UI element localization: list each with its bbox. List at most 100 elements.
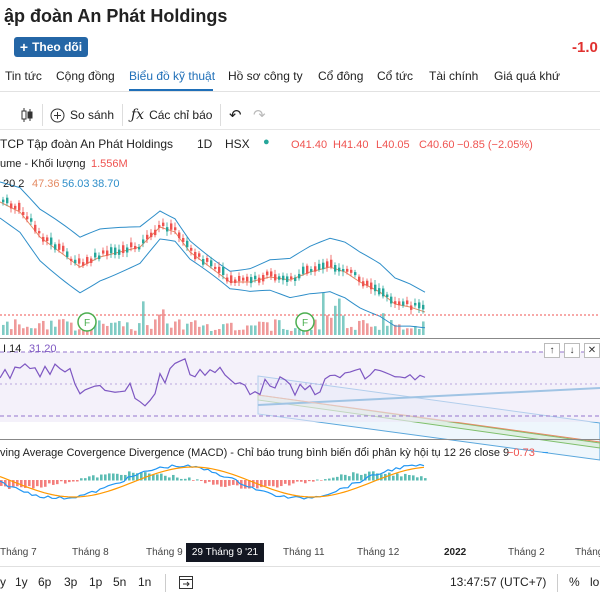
- close-pane-button[interactable]: ✕: [584, 343, 600, 358]
- tab-dividends[interactable]: Cổ tức: [377, 69, 414, 83]
- volume-bar: [322, 292, 325, 335]
- volume-bar: [118, 321, 121, 335]
- candle-body: [306, 265, 309, 274]
- volume-bar: [354, 329, 357, 335]
- macd-histogram-bar: [308, 480, 311, 482]
- macd-label: ving Average Covergence Divergence (MACD…: [0, 447, 510, 459]
- range-button[interactable]: 1y: [15, 575, 28, 589]
- volume-bar: [394, 324, 397, 335]
- macd-value: −0.73: [507, 447, 535, 459]
- candle-body: [354, 272, 357, 276]
- candle-body: [2, 199, 5, 203]
- candle-body: [342, 268, 345, 272]
- volume-bar: [230, 322, 233, 335]
- undo-button[interactable]: ↶: [229, 105, 242, 125]
- tab-company-profile[interactable]: Hồ sơ công ty: [228, 69, 303, 83]
- range-button[interactable]: 1p: [89, 575, 103, 589]
- macd-histogram-bar: [104, 474, 107, 481]
- volume-bar: [246, 325, 249, 335]
- move-pane-down-button[interactable]: ↓: [564, 343, 580, 358]
- volume-bar: [210, 330, 213, 335]
- macd-histogram-bar: [244, 480, 247, 489]
- macd-histogram-bar: [160, 473, 163, 481]
- candle-body: [74, 259, 77, 264]
- tab-price-history[interactable]: Giá quá khứ: [494, 69, 561, 83]
- candle-body: [210, 260, 213, 267]
- tab-community[interactable]: Cộng đồng: [56, 69, 115, 83]
- macd-histogram-bar: [48, 480, 51, 484]
- legend-symbol: TCP Tập đoàn An Phát Holdings: [0, 137, 174, 151]
- macd-histogram-bar: [212, 480, 215, 485]
- bottom-divider: [557, 574, 558, 592]
- candle-body: [398, 301, 401, 306]
- macd-histogram-bar: [232, 480, 235, 485]
- macd-histogram-bar: [108, 473, 111, 481]
- macd-histogram-bar: [184, 478, 187, 481]
- xaxis-label: Tháng 12: [357, 547, 400, 558]
- earnings-marker[interactable]: F: [77, 312, 97, 332]
- range-button[interactable]: 6p: [38, 575, 52, 589]
- candle-body: [378, 288, 381, 295]
- percent-scale-toggle[interactable]: %: [569, 575, 580, 589]
- range-button[interactable]: y: [0, 575, 6, 589]
- macd-histogram-bar: [280, 480, 283, 487]
- candle-style-button[interactable]: [20, 105, 34, 125]
- volume-bar: [386, 325, 389, 335]
- tab-news[interactable]: Tin tức: [5, 69, 42, 83]
- range-button[interactable]: 5n: [113, 575, 127, 589]
- range-button[interactable]: 1n: [138, 575, 152, 589]
- macd-histogram-bar: [72, 480, 75, 482]
- candle-body: [358, 276, 361, 282]
- volume-bar: [242, 329, 245, 335]
- pane-divider: [0, 439, 600, 440]
- macd-histogram-bar: [248, 480, 251, 489]
- xaxis-label: Tháng: [575, 547, 600, 558]
- macd-histogram-bar: [32, 480, 35, 489]
- xaxis-label: Tháng 2: [508, 547, 545, 558]
- candle-body: [34, 224, 37, 232]
- earnings-marker[interactable]: F: [295, 312, 315, 332]
- volume-bar: [58, 319, 61, 335]
- macd-line: [0, 463, 425, 500]
- function-icon: ƒx: [131, 107, 145, 123]
- candle-body: [130, 242, 133, 248]
- candle-body: [258, 277, 261, 283]
- tab-technical-chart[interactable]: Biểu đồ kỹ thuật: [129, 69, 216, 83]
- candle-body: [58, 243, 61, 250]
- volume-bar: [166, 323, 169, 335]
- volume-bar: [34, 328, 37, 335]
- tab-shareholders[interactable]: Cổ đông: [318, 69, 364, 83]
- candle-body: [142, 239, 145, 244]
- candle-body: [110, 247, 113, 254]
- candle-body: [66, 251, 69, 258]
- volume-bar: [398, 324, 401, 335]
- indicators-button[interactable]: ƒx Các chỉ báo: [131, 105, 212, 125]
- clock-time[interactable]: 13:47:57 (UTC+7): [450, 575, 547, 589]
- volume-bar: [150, 328, 153, 335]
- candle-body: [138, 247, 141, 250]
- tab-financials[interactable]: Tài chính: [429, 69, 479, 83]
- volume-bars: [2, 292, 425, 335]
- macd-histogram-bar: [348, 476, 351, 481]
- volume-bar: [374, 326, 377, 335]
- follow-button[interactable]: + Theo dõi: [14, 37, 88, 57]
- move-pane-up-button[interactable]: ↑: [544, 343, 560, 358]
- candle-body: [102, 250, 105, 254]
- candle-body: [186, 240, 189, 248]
- volume-bar: [38, 323, 41, 335]
- candle-body: [282, 275, 285, 281]
- volume-bar: [66, 321, 69, 335]
- macd-histogram-bar: [136, 473, 139, 481]
- volume-bar: [382, 313, 385, 335]
- macd-histogram-bar: [364, 473, 367, 481]
- redo-button[interactable]: ↷: [253, 105, 266, 125]
- goto-date-button[interactable]: [178, 574, 194, 593]
- log-scale-toggle[interactable]: lo: [590, 575, 600, 589]
- compare-button[interactable]: So sánh: [50, 105, 114, 125]
- chart-canvas[interactable]: F F: [0, 130, 600, 570]
- candle-body: [50, 237, 53, 245]
- macd-histogram-bar: [396, 473, 399, 481]
- range-button[interactable]: 3p: [64, 575, 78, 589]
- macd-histogram-bar: [268, 480, 271, 486]
- macd-histogram-bar: [392, 475, 395, 481]
